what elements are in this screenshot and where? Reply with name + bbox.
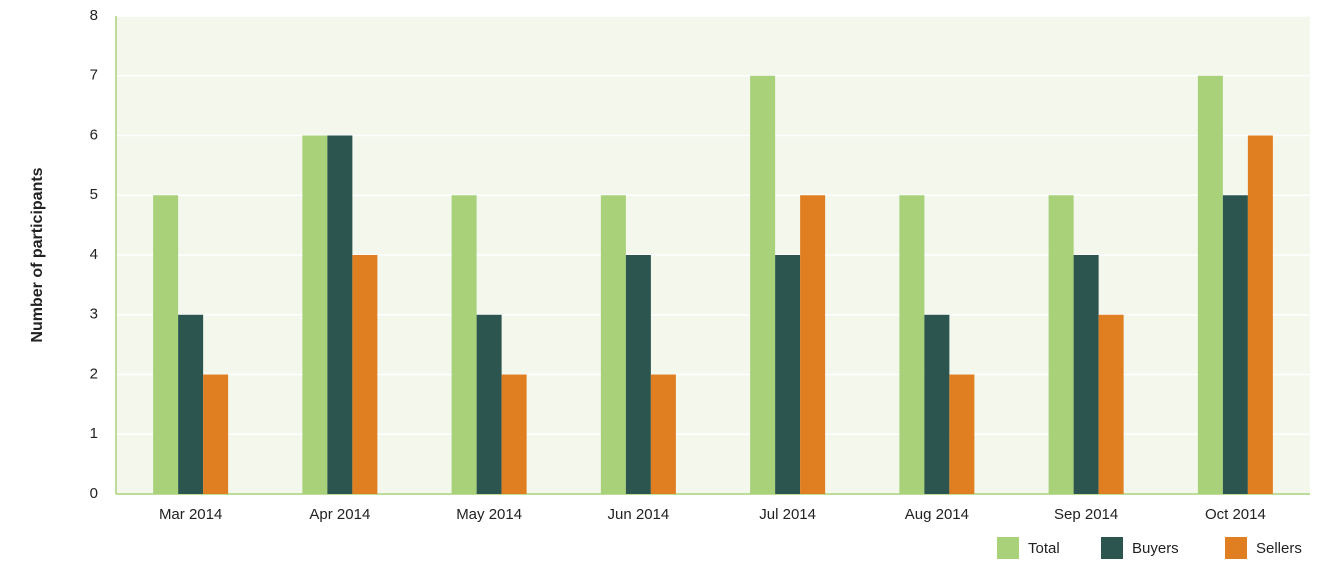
- legend-swatch: [997, 537, 1019, 559]
- y-tick-label: 1: [90, 425, 98, 442]
- y-tick-label: 8: [90, 7, 98, 24]
- x-tick-label: May 2014: [456, 506, 522, 523]
- y-tick-label: 6: [90, 126, 98, 143]
- bar: [1222, 195, 1248, 494]
- y-tick-label: 3: [90, 306, 98, 323]
- bar: [327, 135, 353, 494]
- legend-label: Buyers: [1132, 540, 1179, 557]
- bar: [1098, 314, 1124, 494]
- bar: [750, 75, 776, 494]
- legend-label: Sellers: [1256, 540, 1302, 557]
- bar: [650, 374, 676, 494]
- y-axis-label: Number of participants: [29, 167, 46, 342]
- x-tick-label: Mar 2014: [159, 506, 222, 523]
- bar: [949, 374, 975, 494]
- y-tick-label: 4: [90, 246, 98, 263]
- bar: [1197, 75, 1223, 494]
- bar: [775, 255, 801, 494]
- x-tick-label: Apr 2014: [309, 506, 370, 523]
- bar: [899, 195, 925, 494]
- x-tick-label: Sep 2014: [1054, 506, 1118, 523]
- bar: [1048, 195, 1074, 494]
- y-tick-label: 7: [90, 67, 98, 84]
- legend-label: Total: [1028, 540, 1060, 557]
- x-tick-label: Jul 2014: [759, 506, 816, 523]
- bar: [302, 135, 328, 494]
- legend-swatch: [1101, 537, 1123, 559]
- x-tick-label: Jun 2014: [608, 506, 670, 523]
- bar: [451, 195, 477, 494]
- legend-swatch: [1225, 537, 1247, 559]
- y-tick-label: 5: [90, 186, 98, 203]
- bar: [600, 195, 626, 494]
- bar: [501, 374, 527, 494]
- bar: [924, 314, 950, 494]
- bar: [1247, 135, 1273, 494]
- y-tick-label: 2: [90, 365, 98, 382]
- x-tick-label: Aug 2014: [905, 506, 969, 523]
- bar: [153, 195, 179, 494]
- bar: [352, 255, 378, 494]
- y-tick-label: 0: [90, 485, 98, 502]
- bar: [625, 255, 651, 494]
- bar: [203, 374, 229, 494]
- bar: [800, 195, 826, 494]
- bar: [476, 314, 502, 494]
- bar: [178, 314, 204, 494]
- x-tick-label: Oct 2014: [1205, 506, 1266, 523]
- bar: [1073, 255, 1099, 494]
